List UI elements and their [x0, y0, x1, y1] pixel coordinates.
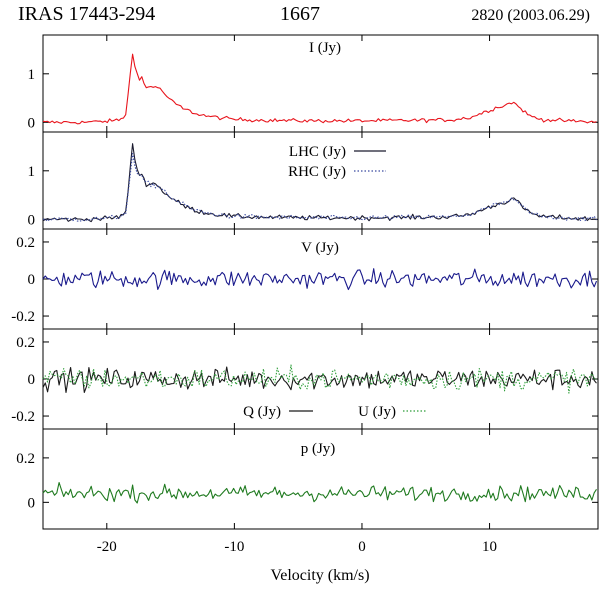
- series-line-v: [42, 268, 598, 291]
- y-tick-label: 1: [28, 164, 36, 180]
- y-tick-label: 1: [28, 67, 36, 83]
- x-tick-label: 0: [358, 539, 366, 555]
- panel-label-p: p (Jy): [301, 441, 336, 457]
- y-tick-label: -0.2: [11, 309, 35, 325]
- legend-label-lhc: LHC (Jy): [289, 144, 346, 160]
- legend-label-u: U (Jy): [358, 404, 396, 420]
- y-tick-label: 0: [28, 115, 36, 131]
- y-tick-label: 0: [28, 272, 36, 288]
- legend-label-q: Q (Jy): [243, 404, 281, 420]
- y-tick-label: 0: [28, 495, 36, 511]
- panel-frame-p: [42, 428, 599, 530]
- y-tick-label: -0.2: [11, 409, 35, 425]
- legend-label-rhc: RHC (Jy): [288, 164, 346, 180]
- source-title: IRAS 17443-294: [18, 3, 155, 25]
- y-tick-label: 0.2: [16, 235, 35, 251]
- x-tick-label: -10: [224, 539, 244, 555]
- y-tick-label: 0.2: [16, 335, 35, 351]
- series-line-p: [42, 481, 597, 504]
- series-line-rhc: [42, 152, 597, 222]
- series-line-i: [42, 53, 597, 125]
- panel-label-i: I (Jy): [309, 40, 341, 56]
- x-tick-label: -20: [97, 539, 117, 555]
- frequency-title: 1667: [280, 3, 320, 25]
- series-line-lhc: [42, 143, 597, 223]
- series-line-u: [42, 364, 597, 394]
- epoch-title: 2820 (2003.06.29): [471, 7, 590, 24]
- y-tick-label: 0: [28, 212, 36, 228]
- x-axis-label: Velocity (km/s): [270, 567, 369, 584]
- series-line-q: [42, 366, 597, 393]
- panel-label-v: V (Jy): [301, 240, 339, 256]
- x-tick-label: 10: [482, 539, 497, 555]
- y-tick-label: 0: [28, 372, 36, 388]
- y-tick-label: 0.2: [16, 451, 35, 467]
